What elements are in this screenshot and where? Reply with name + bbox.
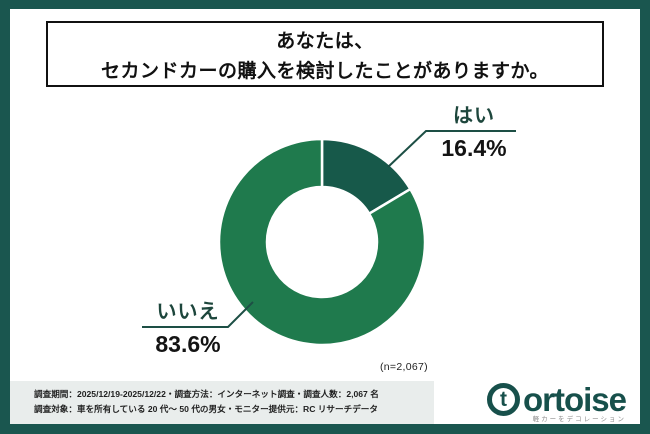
- label-yes-percent: 16.4%: [441, 135, 507, 161]
- footer: 調査期間：2025/12/19-2025/12/22・調査方法：インターネット調…: [10, 381, 640, 424]
- survey-note-line-2: 調査対象：車を所有している 20 代〜 50 代の男女・モニター提供元：RC リ…: [34, 403, 378, 414]
- survey-notes: 調査期間：2025/12/19-2025/12/22・調査方法：インターネット調…: [10, 381, 434, 424]
- callout-no: [142, 301, 254, 328]
- label-yes: はい 16.4%: [426, 99, 522, 162]
- donut-chart: [142, 130, 516, 347]
- sample-size-note: (n=2,067): [380, 361, 428, 373]
- title-line-1: あなたは、: [276, 30, 374, 52]
- logo-area: t ortoise 軽カーをデコレーション: [434, 381, 640, 424]
- tortoise-logo-tagline: 軽カーをデコレーション: [532, 416, 626, 423]
- label-no-percent: 83.6%: [155, 331, 221, 357]
- label-no: いいえ 83.6%: [140, 295, 236, 358]
- survey-note-line-1: 調査期間：2025/12/19-2025/12/22・調査方法：インターネット調…: [34, 389, 379, 399]
- tortoise-logo-icon: t: [486, 383, 520, 416]
- survey-title-box: あなたは、 セカンドカーの購入を検討したことがありますか。: [46, 21, 604, 87]
- tortoise-logo: t ortoise 軽カーをデコレーション: [486, 381, 627, 423]
- title-line-2: セカンドカーの購入を検討したことがありますか。: [100, 60, 550, 82]
- label-yes-text: はい: [453, 105, 495, 127]
- content-card: あなたは、 セカンドカーの購入を検討したことがありますか。 はい 16.4% い…: [10, 9, 640, 424]
- callout-yes: [387, 130, 516, 168]
- donut-slice-no: [217, 137, 427, 347]
- tortoise-logo-wordmark: ortoise: [522, 381, 627, 418]
- label-no-text: いいえ: [156, 301, 220, 323]
- chart-area: はい 16.4% いいえ 83.6% (n=2,067): [10, 89, 640, 381]
